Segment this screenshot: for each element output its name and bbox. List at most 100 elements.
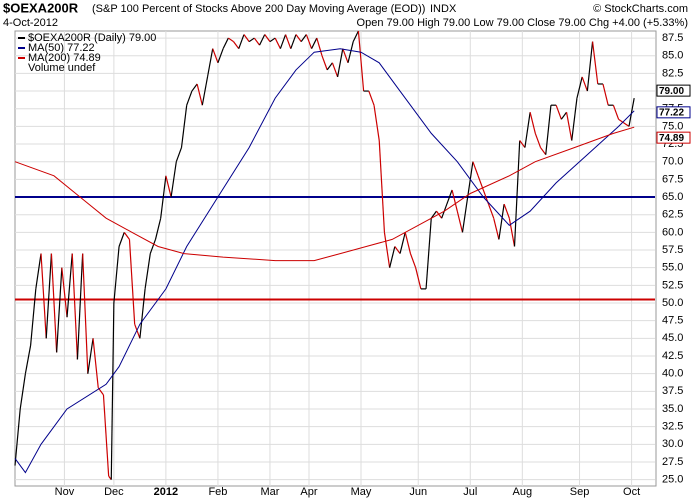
price-segment: [170, 161, 177, 198]
price-segment: [378, 140, 386, 233]
price-segment: [357, 30, 365, 92]
y-tick-label: 50.0: [662, 297, 683, 309]
price-segment: [76, 253, 84, 360]
price-segment: [456, 211, 464, 233]
price-segment: [206, 48, 214, 78]
price-segment: [196, 83, 203, 106]
price-segment: [472, 161, 479, 177]
y-tick-label: 62.5: [662, 209, 683, 221]
price-segment: [180, 105, 188, 148]
price-segment: [45, 253, 53, 339]
price-segment: [285, 34, 292, 49]
price-segment: [233, 41, 240, 50]
price-segment: [113, 246, 120, 304]
price-segment: [311, 37, 318, 49]
symbol: $OEXA200R: [3, 0, 79, 15]
y-tick-label: 70.0: [662, 156, 683, 168]
price-segment: [493, 218, 500, 240]
exchange: INDX: [430, 3, 457, 15]
y-tick-label: 85.0: [662, 50, 683, 62]
price-segment: [227, 37, 234, 43]
price-segment: [14, 408, 21, 466]
price-segment: [508, 218, 516, 247]
price-segment: [425, 218, 432, 289]
date: 4-Oct-2012: [3, 17, 58, 29]
price-segment: [628, 98, 635, 127]
price-segment: [279, 34, 287, 49]
price-segment: [586, 41, 594, 92]
price-segment: [529, 112, 536, 134]
price-segment: [342, 48, 349, 64]
price-segment: [212, 48, 219, 64]
price-segment: [222, 37, 229, 49]
x-tick-label: Feb: [208, 486, 227, 498]
price-segment: [321, 55, 328, 71]
price-segment: [259, 34, 266, 46]
x-tick-label: Oct: [623, 486, 640, 498]
y-tick-label: 25.0: [662, 474, 683, 486]
price-segment: [30, 288, 37, 346]
price-segment: [102, 394, 110, 477]
price-segment: [513, 140, 521, 247]
y-tick-label: 65.0: [662, 191, 683, 203]
price-segment: [591, 41, 599, 85]
y-tick-label: 47.5: [662, 315, 683, 327]
price-segment: [274, 37, 281, 49]
price-segment: [461, 196, 469, 233]
x-tick-label: Sep: [570, 486, 590, 498]
x-tick-label: Nov: [55, 486, 75, 498]
price-segment: [253, 37, 261, 46]
ma-line: [14, 126, 635, 262]
y-tick-label: 55.0: [662, 262, 683, 274]
price-segment: [264, 34, 271, 42]
price-segment: [368, 90, 375, 106]
price-segment: [555, 104, 562, 120]
price-segment: [149, 239, 157, 254]
price-segment: [623, 122, 630, 127]
price-segment: [347, 41, 354, 63]
price-segment: [71, 253, 79, 360]
x-tick-label: Apr: [300, 486, 317, 498]
legend-entry: $OEXA200R (Daily) 79.00: [28, 32, 156, 44]
price-segment: [50, 253, 58, 353]
price-segment: [305, 34, 313, 49]
price-segment: [560, 111, 568, 120]
price-segment: [404, 232, 412, 254]
price-segment: [201, 76, 209, 106]
price-segment: [154, 218, 162, 240]
value-tag: 79.00: [659, 86, 684, 97]
price-segment: [519, 140, 526, 148]
price-segment: [409, 253, 417, 268]
value-tag-box: [656, 131, 691, 144]
plot-frame: [14, 30, 657, 487]
price-segment: [35, 253, 42, 289]
x-tick-label: Dec: [104, 486, 124, 498]
y-tick-label: 57.5: [662, 244, 683, 256]
price-segment: [389, 246, 396, 268]
price-segment: [316, 37, 323, 56]
credit: © StockCharts.com: [593, 3, 688, 15]
y-tick-label: 37.5: [662, 385, 683, 397]
price-segment: [576, 76, 583, 99]
quote: Open 79.00 High 79.00 Low 79.00 Close 79…: [357, 17, 688, 29]
price-segment: [243, 34, 250, 42]
price-segment: [487, 203, 495, 219]
y-tick-label: 30.0: [662, 438, 683, 450]
price-segment: [82, 253, 89, 374]
price-segment: [56, 267, 63, 353]
legend-entry: MA(200) 74.89: [28, 52, 101, 64]
price-segment: [217, 48, 224, 64]
price-segment: [545, 105, 552, 155]
price-segment: [110, 303, 115, 480]
price-segment: [40, 253, 47, 339]
price-segment: [415, 267, 422, 290]
price-segment: [571, 98, 578, 141]
price-segment: [238, 34, 245, 49]
price-segment: [19, 373, 27, 410]
price-segment: [165, 175, 172, 198]
price-segment: [540, 147, 547, 155]
price-segment: [175, 147, 183, 162]
y-tick-label: 87.5: [662, 32, 683, 44]
price-segment: [331, 62, 339, 78]
value-tag: 74.89: [659, 133, 684, 144]
